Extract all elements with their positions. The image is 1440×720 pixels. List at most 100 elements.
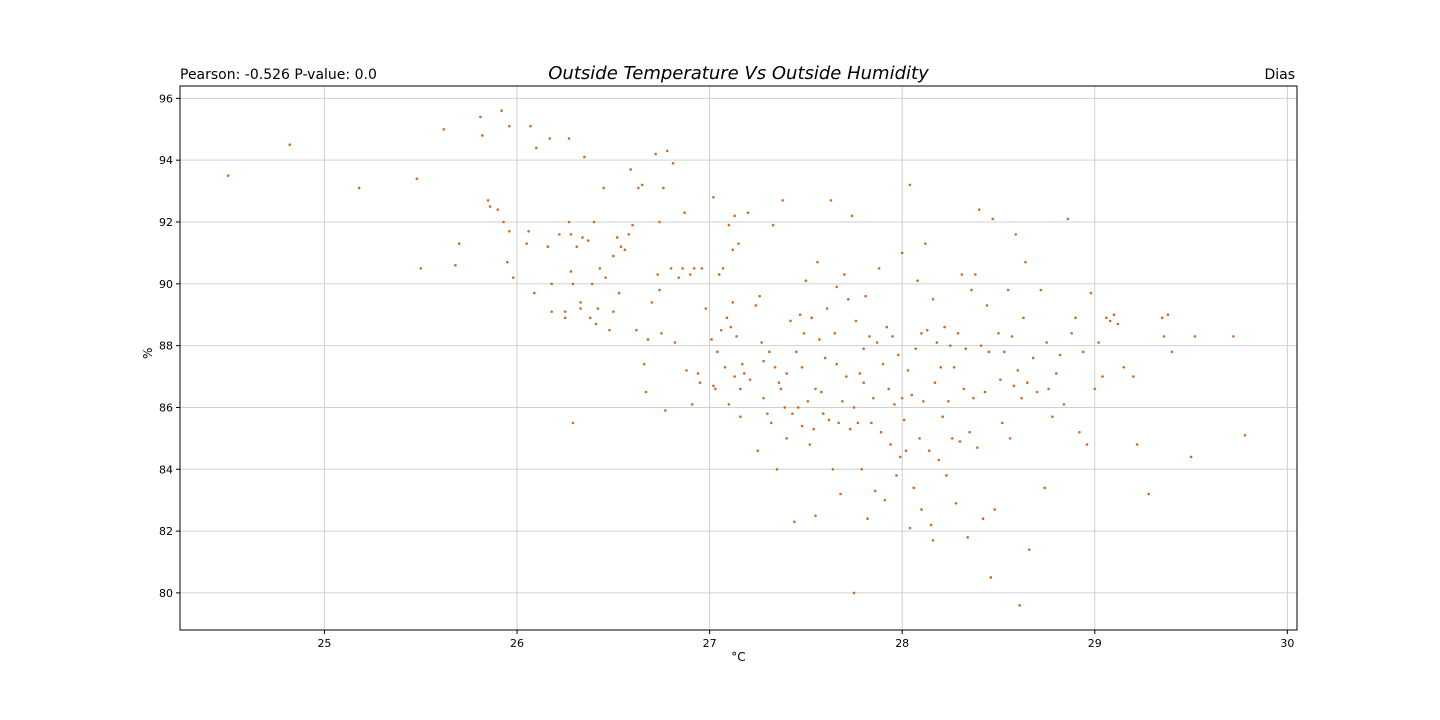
- data-point: [781, 199, 785, 202]
- data-point: [662, 186, 665, 190]
- data-point: [837, 421, 840, 425]
- data-point: [870, 421, 873, 425]
- data-point: [714, 387, 717, 391]
- data-point: [550, 310, 553, 313]
- data-point: [762, 359, 765, 363]
- data-point: [1020, 396, 1023, 400]
- data-point: [571, 421, 575, 425]
- data-point: [758, 294, 761, 298]
- data-point: [979, 344, 983, 347]
- data-point: [608, 328, 611, 332]
- data-point: [900, 396, 904, 400]
- data-point: [1105, 316, 1108, 320]
- data-point: [1232, 335, 1235, 338]
- data-point: [506, 260, 509, 264]
- data-point: [1001, 421, 1004, 425]
- data-point: [1010, 335, 1014, 338]
- data-point: [612, 254, 615, 258]
- data-point: [590, 282, 594, 286]
- data-point: [592, 220, 596, 224]
- data-point: [964, 347, 968, 351]
- data-point: [989, 576, 993, 579]
- data-point: [527, 229, 530, 233]
- data-point: [642, 362, 646, 366]
- data-point: [827, 418, 831, 422]
- data-point: [908, 183, 912, 187]
- data-point: [579, 307, 582, 310]
- data-point: [845, 375, 848, 378]
- data-point: [879, 430, 883, 434]
- data-point: [567, 137, 571, 140]
- data-point: [644, 390, 648, 394]
- data-point: [1045, 341, 1048, 344]
- data-point: [829, 199, 833, 202]
- data-point: [814, 514, 817, 517]
- data-point: [798, 313, 802, 317]
- data-point: [968, 430, 971, 434]
- data-point: [823, 356, 827, 360]
- data-point: [698, 381, 702, 385]
- data-point: [852, 406, 856, 409]
- data-point: [956, 331, 960, 335]
- data-point: [848, 427, 852, 431]
- data-point: [1122, 365, 1125, 369]
- data-point: [833, 331, 837, 335]
- data-point: [941, 415, 944, 419]
- data-point: [952, 365, 956, 369]
- data-point: [717, 273, 721, 276]
- data-point: [696, 372, 700, 375]
- data-point: [685, 369, 688, 372]
- data-point: [791, 412, 794, 415]
- data-point: [677, 276, 681, 279]
- data-point: [773, 365, 777, 369]
- data-point: [821, 412, 825, 415]
- data-point: [481, 134, 484, 137]
- data-point: [866, 517, 869, 521]
- data-point: [596, 307, 600, 310]
- data-point: [825, 307, 829, 310]
- data-point: [727, 223, 731, 227]
- data-point: [1012, 384, 1016, 388]
- data-point: [1078, 430, 1081, 434]
- data-point: [415, 177, 419, 181]
- data-point: [640, 183, 644, 187]
- y-tick-label: 92: [159, 216, 173, 229]
- data-point: [906, 369, 910, 372]
- data-point: [814, 387, 817, 391]
- data-point: [288, 143, 292, 147]
- x-tick-label: 27: [703, 637, 717, 650]
- data-point: [737, 242, 740, 245]
- data-point: [735, 335, 738, 338]
- data-point: [970, 288, 973, 292]
- data-point: [673, 341, 677, 344]
- chart-title: Outside Temperature Vs Outside Humidity: [548, 63, 929, 84]
- data-point: [912, 486, 916, 490]
- data-point: [945, 474, 948, 477]
- data-point: [602, 186, 605, 190]
- data-point: [897, 353, 900, 357]
- data-point: [656, 273, 659, 276]
- data-point: [868, 335, 871, 338]
- data-point: [723, 365, 727, 369]
- x-tick-label: 28: [895, 637, 909, 650]
- data-point: [769, 421, 773, 425]
- data-point: [974, 273, 977, 276]
- data-point: [629, 168, 632, 171]
- grid-lines: [180, 86, 1297, 630]
- data-point: [856, 421, 860, 425]
- data-point: [1054, 372, 1058, 375]
- data-point: [920, 508, 923, 511]
- data-point: [650, 301, 654, 304]
- data-point: [654, 152, 657, 156]
- data-point: [927, 449, 931, 453]
- data-point: [646, 338, 650, 341]
- data-point: [872, 396, 875, 400]
- data-point: [810, 316, 813, 320]
- data-point: [947, 399, 950, 403]
- data-point: [960, 273, 964, 276]
- data-point: [704, 307, 708, 310]
- data-point: [746, 211, 750, 215]
- x-tick-label: 30: [1280, 637, 1294, 650]
- x-axis-label: °C: [731, 650, 746, 664]
- data-point: [617, 291, 621, 295]
